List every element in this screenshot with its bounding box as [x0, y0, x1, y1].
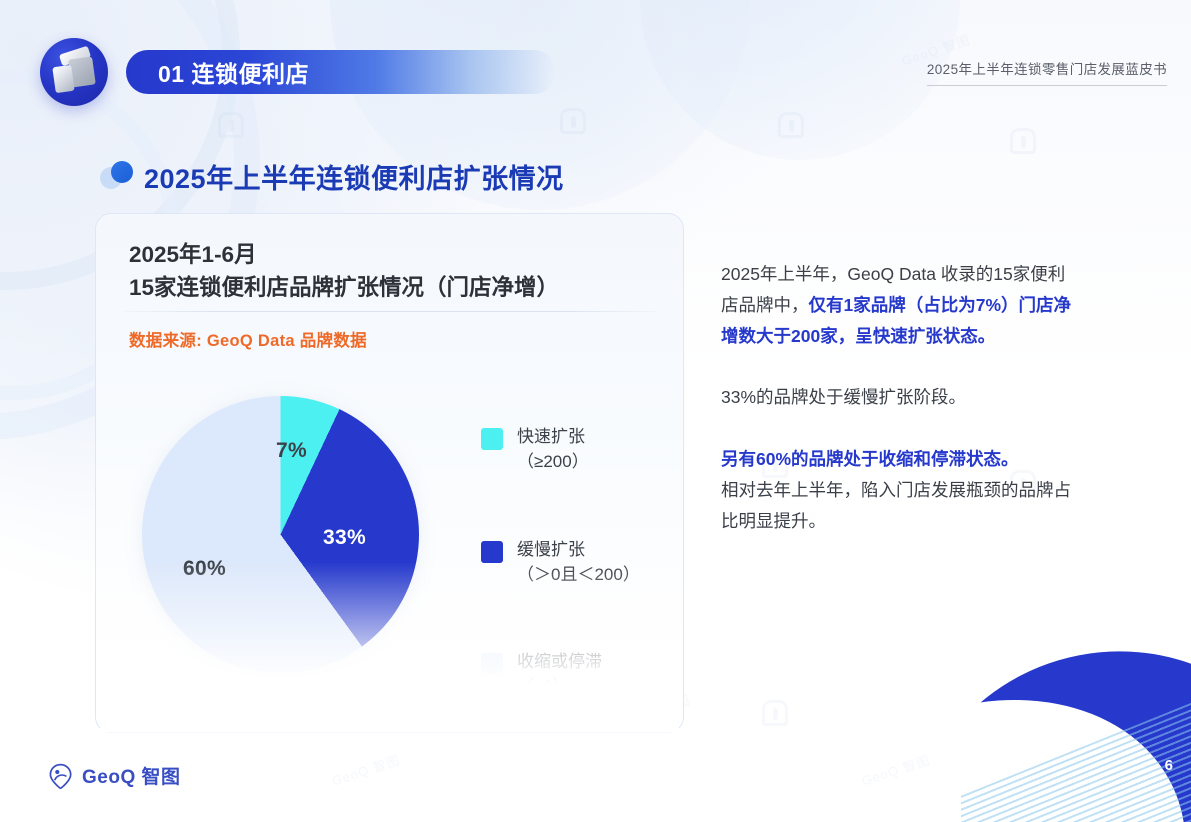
- legend-swatch-slow: [481, 541, 503, 563]
- legend-item-shrink-stagnant: 收缩或停滞 （≤0）: [481, 649, 602, 699]
- commentary-p3-plain: 相对去年上半年，陷入门店发展瓶颈的品牌占比明显提升。: [721, 479, 1071, 531]
- commentary-p1-plain: 2025年上半年，GeoQ Data 收录的15家便利店品牌中，: [721, 264, 1066, 316]
- legend-label-fast-line1: 快速扩张: [517, 427, 585, 446]
- pie-label-shrink: 60%: [183, 557, 226, 580]
- legend-swatch-fast: [481, 428, 503, 450]
- geoq-logo: GeoQ 智图: [48, 762, 181, 789]
- watermark-text: GeoQ 智图: [859, 752, 933, 789]
- legend-label-shrink: 收缩或停滞 （≤0）: [517, 649, 602, 699]
- commentary-paragraph-3: 另有60%的品牌处于收缩和停滞状态。相对去年上半年，陷入门店发展瓶颈的品牌占比明…: [721, 444, 1073, 537]
- pie-disc: [142, 396, 419, 673]
- chart-card-title-line1: 2025年1-6月: [129, 242, 257, 267]
- watermark-icon: [1010, 128, 1036, 154]
- commentary-paragraph-1: 2025年上半年，GeoQ Data 收录的15家便利店品牌中，仅有1家品牌（占…: [721, 259, 1073, 352]
- pie-label-fast: 7%: [276, 439, 307, 462]
- commentary-p1-highlight: 仅有1家品牌（占比为7%）门店净增数大于200家，呈快速扩张状态。: [721, 295, 1072, 347]
- page-number: 6: [1164, 757, 1173, 774]
- decorative-blob: [640, 0, 960, 160]
- commentary-p3-highlight: 另有60%的品牌处于收缩和停滞状态。: [721, 448, 1019, 469]
- section-banner-label: 01 连锁便利店: [158, 61, 309, 87]
- spacer: [721, 352, 1073, 382]
- watermark-text: GeoQ 智图: [329, 752, 403, 789]
- legend-swatch-shrink: [481, 653, 503, 675]
- commentary-block: 2025年上半年，GeoQ Data 收录的15家便利店品牌中，仅有1家品牌（占…: [721, 259, 1073, 537]
- legend-label-slow-line1: 缓慢扩张: [517, 540, 585, 559]
- legend-item-fast-expansion: 快速扩张 （≥200）: [481, 424, 589, 474]
- chart-card: 2025年1-6月 15家连锁便利店品牌扩张情况（门店净增） 数据来源: Geo…: [95, 213, 684, 733]
- dual-circle-bullet-icon: [100, 161, 134, 189]
- spacer: [721, 414, 1073, 444]
- legend-label-slow: 缓慢扩张 （＞0且＜200）: [517, 537, 640, 587]
- section-banner: 01 连锁便利店: [126, 50, 556, 94]
- legend-label-shrink-line2: （≤0）: [517, 677, 570, 697]
- legend-label-fast: 快速扩张 （≥200）: [517, 424, 589, 474]
- document-title: 2025年上半年连锁零售门店发展蓝皮书: [926, 58, 1167, 86]
- watermark-icon: [218, 112, 244, 138]
- chart-card-title-line2: 15家连锁便利店品牌扩张情况（门店净增）: [129, 274, 560, 300]
- legend-label-shrink-line1: 收缩或停滞: [517, 652, 602, 671]
- chart-data-source: 数据来源: GeoQ Data 品牌数据: [129, 332, 367, 350]
- commentary-paragraph-2: 33%的品牌处于缓慢扩张阶段。: [721, 387, 967, 408]
- card-divider: [124, 311, 656, 312]
- legend-label-fast-line2: （≥200）: [517, 452, 589, 472]
- section-heading: 2025年上半年连锁便利店扩张情况: [144, 164, 564, 194]
- geoq-pin-icon: [48, 763, 73, 789]
- store-3d-icon: [40, 38, 108, 106]
- corner-decoration: [961, 637, 1191, 822]
- geoq-logo-text: GeoQ 智图: [82, 767, 181, 788]
- legend-item-slow-expansion: 缓慢扩张 （＞0且＜200）: [481, 537, 640, 587]
- watermark-icon: [778, 112, 804, 138]
- watermark-icon: [560, 108, 586, 134]
- legend-label-slow-line2: （＞0且＜200）: [517, 565, 640, 585]
- pie-chart: 7% 33% 60%: [108, 389, 428, 689]
- pie-label-slow: 33%: [323, 526, 366, 549]
- watermark-icon: [762, 700, 788, 726]
- document-title-text: 2025年上半年连锁零售门店发展蓝皮书: [926, 58, 1167, 86]
- chart-card-title: 2025年1-6月 15家连锁便利店品牌扩张情况（门店净增）: [129, 239, 559, 304]
